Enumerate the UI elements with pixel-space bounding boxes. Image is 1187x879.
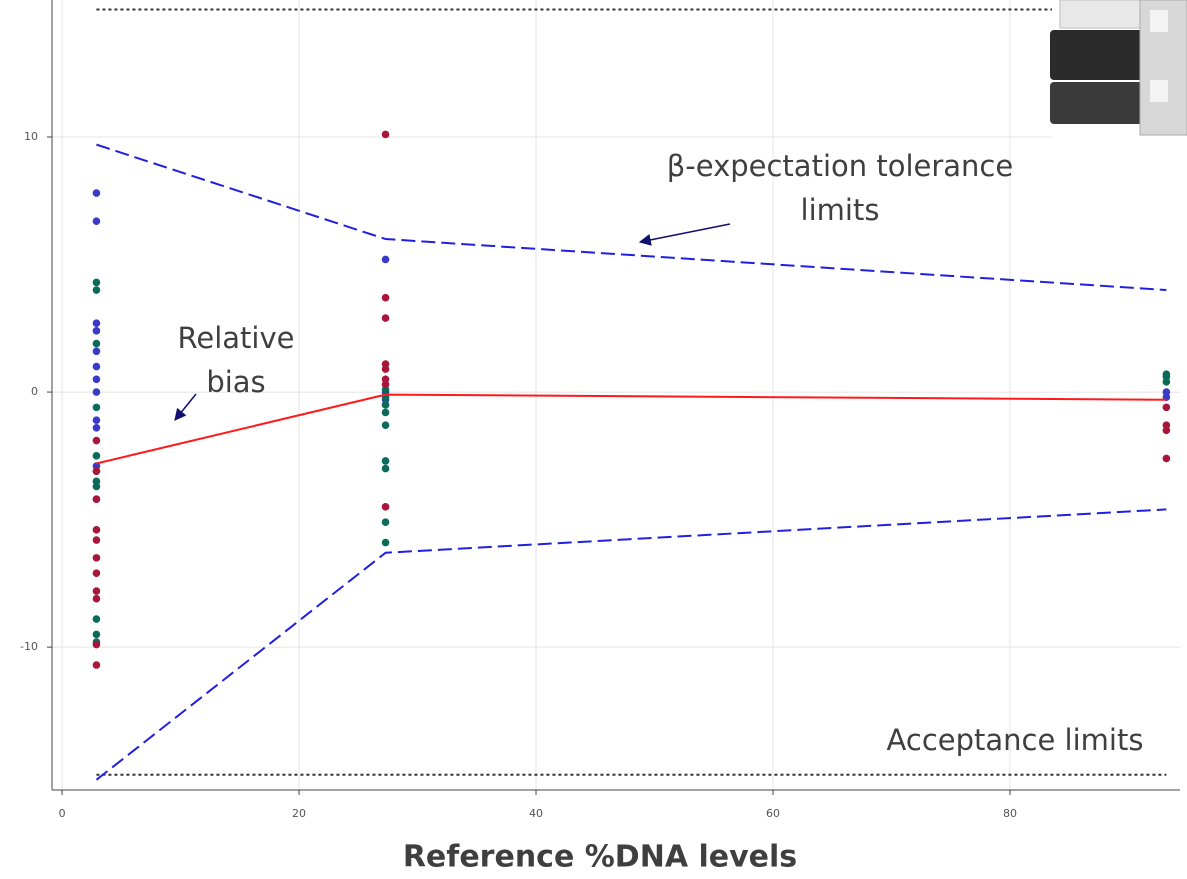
point xyxy=(381,314,390,322)
point xyxy=(92,630,101,639)
point xyxy=(92,362,101,371)
line xyxy=(96,393,1167,465)
x-tick-label: 0 xyxy=(59,807,66,820)
plot-area: 0 20 40 60 80 -10 0 10 xyxy=(20,0,1180,820)
point xyxy=(92,388,101,396)
point xyxy=(381,130,390,139)
point xyxy=(381,293,390,302)
point xyxy=(381,464,390,473)
x-axis-label: Reference %DNA levels xyxy=(403,840,797,875)
annotation: limits xyxy=(801,193,880,227)
point xyxy=(1162,426,1171,435)
point xyxy=(92,554,101,562)
point xyxy=(381,401,390,409)
point xyxy=(381,408,390,417)
point xyxy=(92,416,101,424)
point xyxy=(92,403,101,412)
point xyxy=(92,319,101,327)
annotation: bias xyxy=(206,365,265,399)
point xyxy=(92,217,101,225)
point xyxy=(92,375,101,384)
point xyxy=(92,495,101,504)
point xyxy=(381,365,390,373)
x-tick-label: 20 xyxy=(292,807,306,820)
point xyxy=(381,457,390,465)
point xyxy=(1162,378,1171,386)
y-tick-label: 10 xyxy=(24,130,38,143)
annotation: Acceptance limits xyxy=(887,723,1144,757)
point xyxy=(381,518,390,526)
point xyxy=(92,594,101,603)
point xyxy=(92,482,101,491)
point xyxy=(92,347,101,356)
point xyxy=(381,503,390,511)
y-tick-label: -10 xyxy=(20,640,38,653)
point xyxy=(92,640,101,649)
point xyxy=(92,339,101,348)
point xyxy=(381,421,390,430)
annotation-arrow xyxy=(638,223,731,246)
x-tick-label: 60 xyxy=(766,807,780,820)
point xyxy=(92,278,101,287)
line xyxy=(96,143,1167,292)
point xyxy=(92,661,101,669)
point xyxy=(1162,454,1171,463)
point xyxy=(92,615,101,623)
x-tick-label: 80 xyxy=(1003,807,1017,820)
y-tick-label: 0 xyxy=(31,385,38,398)
point xyxy=(92,436,101,445)
point xyxy=(1162,403,1171,412)
annotation: β-expectation tolerance xyxy=(667,149,1013,183)
x-tick-label: 40 xyxy=(529,807,543,820)
line xyxy=(95,508,1167,781)
point xyxy=(92,467,101,475)
point xyxy=(92,536,101,544)
point xyxy=(381,538,390,547)
point xyxy=(92,569,101,577)
point xyxy=(92,189,101,197)
point xyxy=(92,286,101,294)
instrument-photo xyxy=(1050,0,1187,140)
annotation: Relative xyxy=(178,321,295,355)
point xyxy=(92,327,101,335)
point xyxy=(381,380,390,389)
point xyxy=(92,587,101,595)
point xyxy=(381,255,390,264)
point xyxy=(92,452,101,460)
point xyxy=(92,423,101,432)
point xyxy=(92,526,101,534)
annotation-arrow xyxy=(174,393,197,421)
